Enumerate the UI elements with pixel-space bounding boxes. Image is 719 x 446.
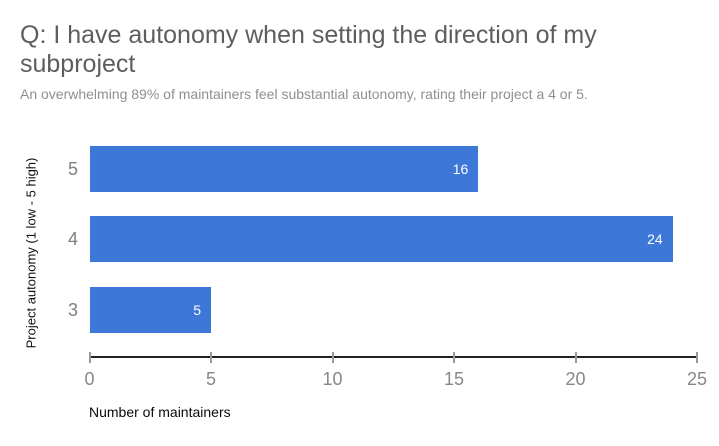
x-axis-tick [696, 352, 698, 363]
category-label: 5 [67, 159, 78, 179]
x-axis-tick [331, 352, 334, 363]
bar: 24 [89, 216, 673, 262]
x-axis-tick [88, 352, 91, 363]
chart-subtitle: An overwhelming 89% of maintainers feel … [20, 86, 588, 102]
category-label: 3 [67, 300, 78, 320]
x-tick-label: 10 [322, 369, 343, 389]
chart-title: Q: I have autonomy when setting the dire… [20, 21, 597, 78]
x-axis-tick [574, 352, 577, 363]
x-axis-line [89, 356, 698, 358]
x-tick-label: 15 [443, 369, 465, 389]
x-axis-title: Number of maintainers [89, 404, 231, 420]
category-label: 4 [67, 229, 78, 249]
bar: 16 [89, 146, 479, 192]
x-tick-label: 5 [205, 369, 216, 389]
bar-value-label: 16 [452, 161, 469, 177]
x-tick-label: 20 [565, 369, 586, 389]
x-axis-tick [453, 352, 455, 363]
bar-value-label: 5 [193, 302, 201, 318]
bar: 5 [89, 287, 211, 333]
x-tick-label: 0 [84, 369, 95, 389]
x-tick-label: 25 [686, 369, 708, 389]
x-axis-tick [210, 352, 212, 363]
bar-value-label: 24 [647, 231, 663, 247]
